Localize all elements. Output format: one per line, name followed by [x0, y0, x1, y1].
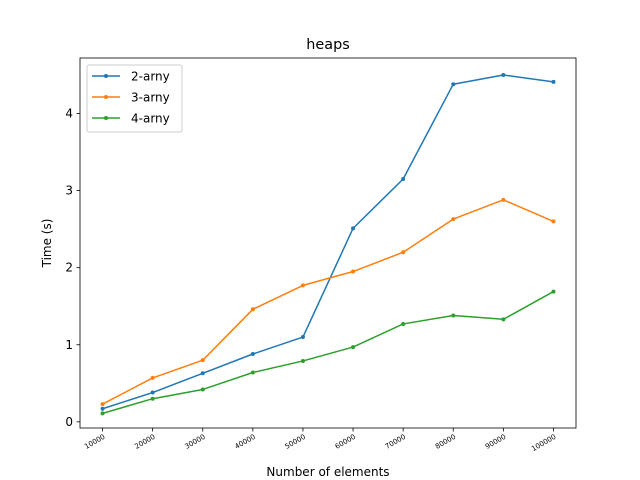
- data-point: [351, 226, 356, 231]
- legend: 2-arny 3-arny 4-arny: [86, 64, 183, 133]
- plot-frame: [79, 57, 577, 429]
- y-tick-label: 4: [65, 107, 73, 121]
- x-tick-label: 60000: [334, 433, 357, 451]
- data-point: [300, 283, 305, 288]
- data-point: [401, 177, 406, 182]
- legend-box: [86, 64, 183, 133]
- x-axis-label: Number of elements: [266, 465, 389, 479]
- data-point: [401, 321, 406, 326]
- data-point: [351, 269, 356, 274]
- x-tick-label: 90000: [484, 433, 507, 451]
- data-point: [551, 79, 556, 84]
- legend-label: 4-arny: [131, 112, 170, 126]
- data-point: [200, 358, 205, 363]
- x-tick-label: 10000: [83, 433, 106, 451]
- data-point: [250, 352, 255, 356]
- y-axis-label: Time (s): [40, 219, 54, 269]
- legend-label: 3-arny: [131, 91, 170, 105]
- legend-marker: [104, 116, 108, 120]
- data-point: [200, 387, 205, 392]
- legend-marker: [104, 95, 108, 99]
- legend-marker: [104, 74, 108, 78]
- series-line-2-arny: [102, 74, 554, 410]
- y-tick-label: 2: [65, 261, 73, 275]
- x-tick-label: 40000: [234, 433, 257, 451]
- series-line-3-arny: [102, 199, 554, 405]
- data-point: [551, 289, 556, 294]
- data-point: [100, 402, 105, 407]
- x-tick-label: 80000: [434, 433, 457, 451]
- data-point: [150, 390, 155, 395]
- data-point: [501, 317, 506, 322]
- data-point: [351, 345, 356, 350]
- data-point: [300, 358, 305, 363]
- data-point: [250, 370, 255, 375]
- data-point: [150, 375, 155, 380]
- y-tick-label: 3: [65, 184, 73, 198]
- data-point: [100, 406, 105, 411]
- x-tick-label: 30000: [183, 433, 206, 451]
- data-point: [501, 72, 506, 77]
- data-point: [401, 250, 406, 255]
- data-point: [451, 217, 456, 222]
- x-axis: 10000 20000 30000 40000 50000 60000 70000 80000…: [83, 428, 557, 453]
- data-point: [551, 219, 556, 224]
- data-point: [300, 335, 305, 340]
- x-tick-label: 20000: [133, 433, 156, 451]
- y-axis: 0 1 2 3 4: [65, 107, 80, 429]
- x-tick-label: 70000: [384, 433, 407, 451]
- data-point: [250, 307, 255, 312]
- data-point: [100, 411, 105, 416]
- legend-label: 2-arny: [131, 70, 170, 84]
- series-layer: [100, 72, 556, 416]
- data-point: [501, 197, 506, 202]
- x-tick-label: 100000: [530, 433, 557, 453]
- data-point: [451, 82, 456, 87]
- data-point: [451, 313, 456, 318]
- series-line-4-arny: [102, 290, 554, 415]
- data-point: [150, 396, 155, 401]
- y-tick-label: 1: [65, 338, 73, 352]
- y-tick-label: 0: [65, 415, 73, 429]
- chart-title: heaps: [306, 37, 349, 53]
- data-point: [200, 371, 205, 376]
- x-tick-label: 50000: [284, 433, 307, 451]
